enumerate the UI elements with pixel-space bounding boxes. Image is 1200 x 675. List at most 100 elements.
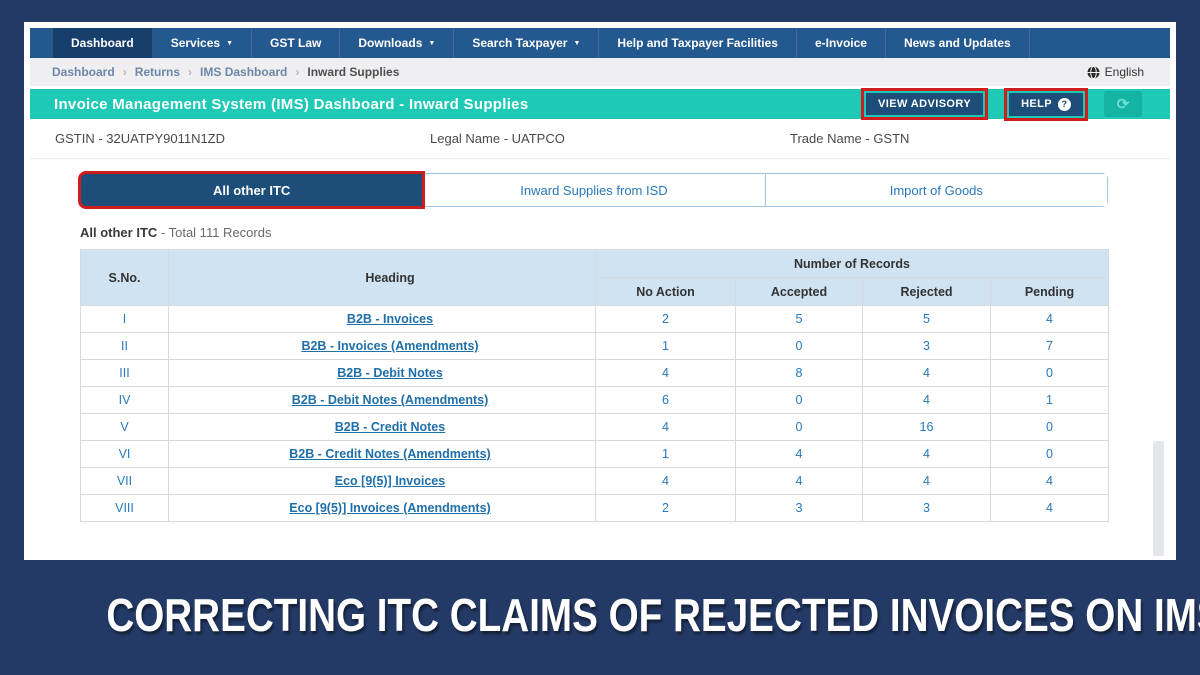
breadcrumb-item-dashboard[interactable]: Dashboard <box>52 65 115 79</box>
gst-portal-page: Dashboard Services ▼ GST Law Downloads ▼… <box>30 28 1170 560</box>
nav-item-news-updates[interactable]: News and Updates <box>886 28 1030 58</box>
pending-count: 0 <box>990 440 1109 468</box>
table-row: II B2B - Invoices (Amendments) 1 0 3 7 <box>80 332 1109 360</box>
nav-item-label: Help and Taxpayer Facilities <box>617 36 778 50</box>
globe-icon <box>1087 65 1100 79</box>
nav-item-label: e-Invoice <box>814 36 867 50</box>
tab-import-of-goods[interactable]: Import of Goods <box>764 174 1107 206</box>
accepted-count: 5 <box>735 305 863 333</box>
nav-item-services[interactable]: Services ▼ <box>153 28 253 58</box>
column-header-rejected: Rejected <box>862 277 991 306</box>
accepted-count: 0 <box>735 332 863 360</box>
tab-label: Import of Goods <box>889 182 983 198</box>
nav-item-search-taxpayer[interactable]: Search Taxpayer ▼ <box>454 28 600 58</box>
language-selector[interactable]: English <box>1087 65 1144 79</box>
caret-down-icon: ▼ <box>573 39 581 47</box>
no-action-count: 1 <box>595 440 736 468</box>
nav-item-dashboard[interactable]: Dashboard <box>52 28 153 58</box>
sno-cell: III <box>80 359 169 387</box>
column-header-heading: Heading <box>168 249 596 306</box>
nav-item-gst-law[interactable]: GST Law <box>252 28 341 58</box>
nav-item-downloads[interactable]: Downloads ▼ <box>340 28 455 58</box>
accepted-count: 0 <box>735 386 863 414</box>
page-header: Invoice Management System (IMS) Dashboar… <box>30 87 1170 121</box>
accepted-count: 8 <box>735 359 863 387</box>
no-action-count: 4 <box>595 413 736 441</box>
breadcrumb-item-returns[interactable]: Returns <box>134 65 181 79</box>
heading-link[interactable]: B2B - Credit Notes <box>334 420 446 434</box>
view-advisory-button[interactable]: VIEW ADVISORY <box>866 93 984 115</box>
poster-caption: CORRECTING ITC CLAIMS OF REJECTED INVOIC… <box>0 588 1200 642</box>
nav-item-help-taxpayer-facilities[interactable]: Help and Taxpayer Facilities <box>599 28 797 58</box>
tab-bar: All other ITC Inward Supplies from ISD I… <box>80 173 1108 207</box>
rejected-count: 4 <box>862 440 991 468</box>
sno-cell: IV <box>80 386 169 414</box>
breadcrumb-separator-icon: › <box>295 65 300 79</box>
caret-down-icon: ▼ <box>428 39 436 47</box>
table-row: VII Eco [9(5)] Invoices 4 4 4 4 <box>80 467 1109 495</box>
nav-item-label: GST Law <box>270 36 322 50</box>
page-title: Invoice Management System (IMS) Dashboar… <box>54 95 529 113</box>
rejected-count: 3 <box>862 494 991 522</box>
heading-link[interactable]: B2B - Debit Notes <box>337 366 443 380</box>
heading-link[interactable]: Eco [9(5)] Invoices (Amendments) <box>289 501 491 515</box>
column-header-pending: Pending <box>990 277 1109 306</box>
records-summary: - Total 111 Records <box>160 225 272 240</box>
pending-count: 4 <box>990 494 1109 522</box>
section-heading: All other ITC - Total 111 Records <box>80 225 1108 240</box>
pending-count: 4 <box>990 305 1109 333</box>
breadcrumb-separator-icon: › <box>188 65 193 79</box>
help-button[interactable]: HELP ? <box>1009 92 1083 116</box>
column-header-no-action: No Action <box>595 277 736 306</box>
breadcrumb-item-current: Inward Supplies <box>307 65 400 79</box>
nav-item-label: Downloads <box>358 36 423 50</box>
nav-item-label: Services <box>170 36 221 50</box>
heading-link[interactable]: B2B - Credit Notes (Amendments) <box>289 447 491 461</box>
no-action-count: 4 <box>595 359 736 387</box>
table-row: VI B2B - Credit Notes (Amendments) 1 4 4… <box>80 440 1109 468</box>
help-highlight: HELP ? <box>1004 87 1088 121</box>
records-table: S.No. Heading Number of Records No Actio… <box>80 249 1109 522</box>
accepted-count: 4 <box>735 440 863 468</box>
no-action-count: 1 <box>595 332 736 360</box>
no-action-count: 2 <box>595 305 736 333</box>
table-row: VIII Eco [9(5)] Invoices (Amendments) 2 … <box>80 494 1109 522</box>
view-advisory-highlight: VIEW ADVISORY <box>861 88 989 120</box>
scrollbar[interactable] <box>1153 441 1164 556</box>
nav-item-e-invoice[interactable]: e-Invoice <box>797 28 886 58</box>
sno-cell: I <box>80 305 169 333</box>
language-label: English <box>1104 65 1144 79</box>
refresh-button[interactable]: ⟳ <box>1104 91 1142 117</box>
pending-count: 1 <box>990 386 1109 414</box>
nav-item-label: Search Taxpayer <box>472 36 568 50</box>
tab-inward-supplies-isd[interactable]: Inward Supplies from ISD <box>422 174 765 206</box>
column-header-sno: S.No. <box>80 249 169 306</box>
table-header: S.No. Heading Number of Records No Actio… <box>80 249 1109 306</box>
accepted-count: 3 <box>735 494 863 522</box>
pending-count: 0 <box>990 359 1109 387</box>
main-content: All other ITC Inward Supplies from ISD I… <box>30 159 1170 522</box>
top-navbar: Dashboard Services ▼ GST Law Downloads ▼… <box>30 28 1170 58</box>
heading-link[interactable]: B2B - Debit Notes (Amendments) <box>291 393 489 407</box>
tab-label: All other ITC <box>213 182 291 198</box>
trade-name-value: Trade Name - GSTN <box>790 131 910 146</box>
sno-cell: V <box>80 413 169 441</box>
accepted-count: 4 <box>735 467 863 495</box>
caret-down-icon: ▼ <box>226 39 234 47</box>
table-row: III B2B - Debit Notes 4 8 4 0 <box>80 359 1109 387</box>
breadcrumb-item-ims-dashboard[interactable]: IMS Dashboard <box>200 65 288 79</box>
column-group-number-of-records: Number of Records <box>595 249 1109 278</box>
screenshot-window: Dashboard Services ▼ GST Law Downloads ▼… <box>24 22 1176 560</box>
view-advisory-label: VIEW ADVISORY <box>878 98 972 110</box>
heading-link[interactable]: Eco [9(5)] Invoices <box>334 474 446 488</box>
accepted-count: 0 <box>735 413 863 441</box>
rejected-count: 16 <box>862 413 991 441</box>
rejected-count: 4 <box>862 386 991 414</box>
breadcrumb-separator-icon: › <box>122 65 127 79</box>
heading-link[interactable]: B2B - Invoices (Amendments) <box>301 339 479 353</box>
heading-link[interactable]: B2B - Invoices <box>346 312 434 326</box>
tab-all-other-itc[interactable]: All other ITC <box>81 174 423 206</box>
tab-label: Inward Supplies from ISD <box>520 182 668 198</box>
rejected-count: 4 <box>862 359 991 387</box>
breadcrumb: Dashboard › Returns › IMS Dashboard › In… <box>30 58 1170 86</box>
